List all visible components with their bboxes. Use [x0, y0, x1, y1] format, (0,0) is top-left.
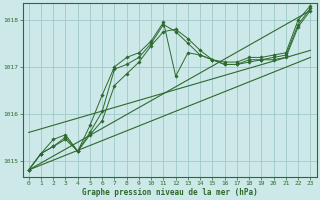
X-axis label: Graphe pression niveau de la mer (hPa): Graphe pression niveau de la mer (hPa) [82, 188, 258, 197]
